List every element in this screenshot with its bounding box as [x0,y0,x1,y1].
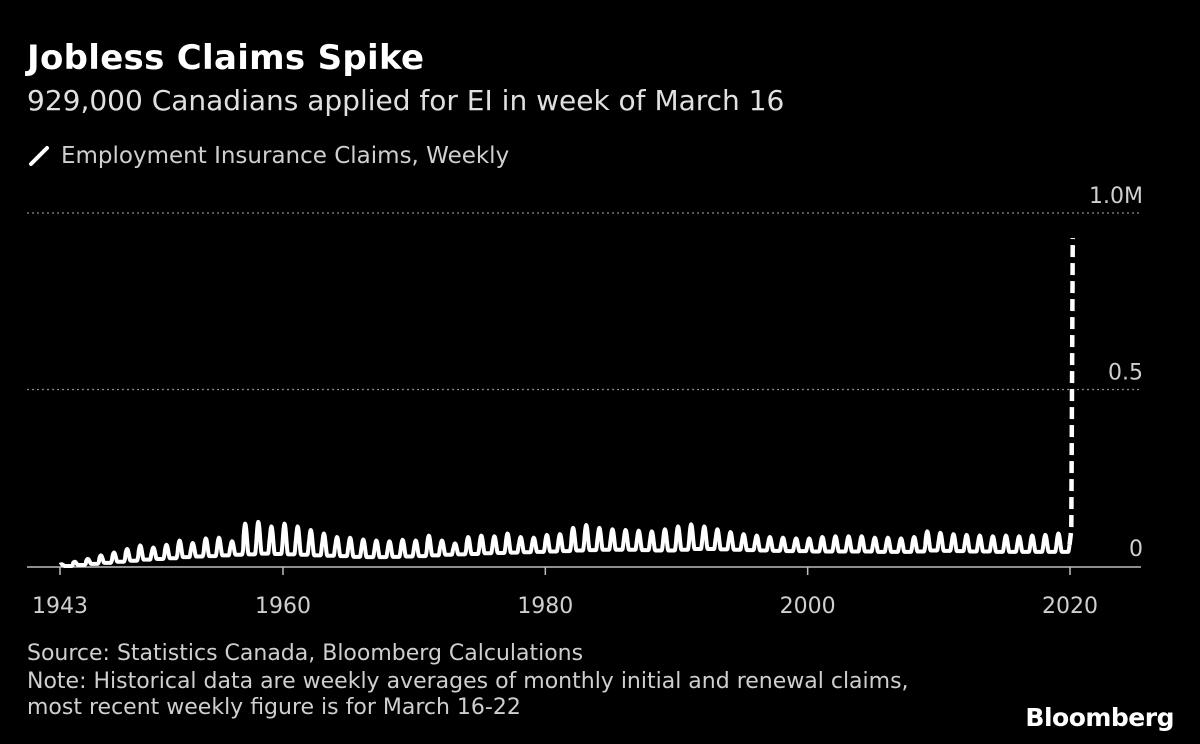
legend-label: Employment Insurance Claims, Weekly [61,143,510,169]
series-line-spike [1067,238,1075,546]
note-line-1: Note: Historical data are weekly average… [27,669,909,694]
note-line-2: most recent weekly figure is for March 1… [27,695,521,720]
legend: Employment Insurance Claims, Weekly [27,143,509,169]
series-line-main [58,519,1072,568]
source-text: Source: Statistics Canada, Bloomberg Cal… [27,641,584,666]
x-tick-label: 1960 [255,594,311,619]
x-tick-label: 2000 [780,594,836,619]
bloomberg-logo: Bloomberg [1025,703,1174,732]
chart-subtitle: 929,000 Canadians applied for EI in week… [27,84,785,117]
y-tick-label: 0.5 [1108,361,1143,386]
chart-title: Jobless Claims Spike [27,38,425,78]
x-tick-label: 1943 [32,594,88,619]
x-tick-label: 2020 [1042,594,1098,619]
y-tick-label: 0 [1129,537,1143,562]
y-tick-label: 1.0M [1089,184,1143,209]
pencil-line-icon [29,146,49,166]
x-tick-label: 1980 [517,594,573,619]
